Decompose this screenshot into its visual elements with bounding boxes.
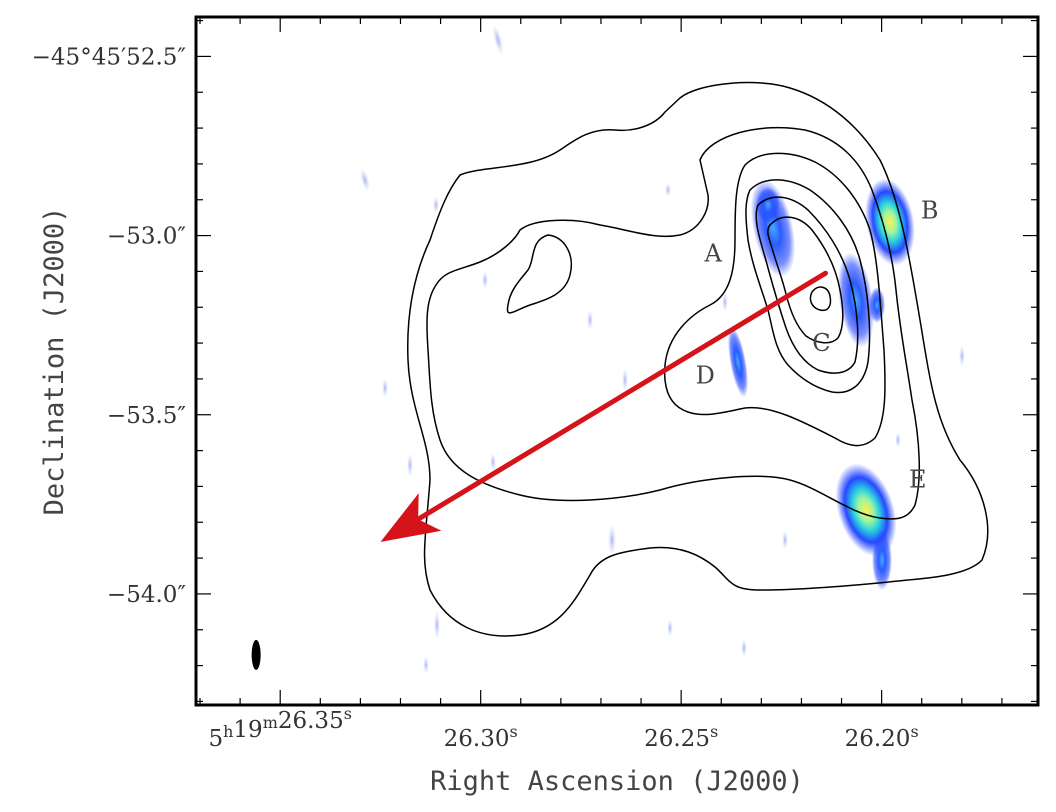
contour-level-3 <box>506 152 886 447</box>
emission-source-e <box>835 463 897 590</box>
y-tick-labels: −45°45′52.5″ −53.0″ −53.5″ −54.0″ <box>32 44 187 608</box>
contour-level-6 <box>767 216 844 344</box>
source-label-a: A <box>704 240 723 268</box>
source-label-d: D <box>696 361 715 389</box>
x-tick-label: 5h19m26.35s <box>208 704 351 752</box>
x-tick-label: 26.20s <box>845 722 919 752</box>
source-label-c: C <box>812 329 830 357</box>
axis-ticks <box>196 17 1038 705</box>
source-label-e: E <box>909 465 927 493</box>
contour-level-7 <box>809 286 832 312</box>
contour-level-4 <box>745 179 871 394</box>
y-tick-label: −45°45′52.5″ <box>32 44 187 70</box>
x-axis-title: Right Ascension (J2000) <box>430 766 804 797</box>
emission-source-b <box>865 178 915 266</box>
y-tick-label: −54.0″ <box>107 582 186 608</box>
y-tick-label: −53.5″ <box>107 403 186 429</box>
beam-shape <box>251 639 261 670</box>
contour-level-2 <box>426 126 920 520</box>
emission-source-d <box>727 326 749 398</box>
direction-arrow <box>380 270 828 542</box>
arrow-shaft <box>415 270 828 522</box>
source-label-b: B <box>921 197 939 225</box>
arrow-head <box>380 493 442 542</box>
y-axis-title: Declination (J2000) <box>39 207 70 516</box>
source-labels: A B C D E <box>696 197 939 494</box>
emission-source-a <box>750 178 796 278</box>
x-tick-label: 26.25s <box>644 722 718 752</box>
x-tick-label: 26.30s <box>444 722 518 752</box>
noise-streaks <box>360 24 965 674</box>
y-tick-label: −53.0″ <box>107 224 186 250</box>
plot-frame <box>194 15 1040 707</box>
beam-ellipse <box>251 639 261 670</box>
contour-level-5 <box>755 196 859 374</box>
contour-level-1 <box>406 81 989 637</box>
contour-lines <box>406 81 989 637</box>
x-tick-labels: 5h19m26.35s 26.30s 26.25s 26.20s <box>208 704 918 752</box>
emission-map <box>360 24 965 674</box>
